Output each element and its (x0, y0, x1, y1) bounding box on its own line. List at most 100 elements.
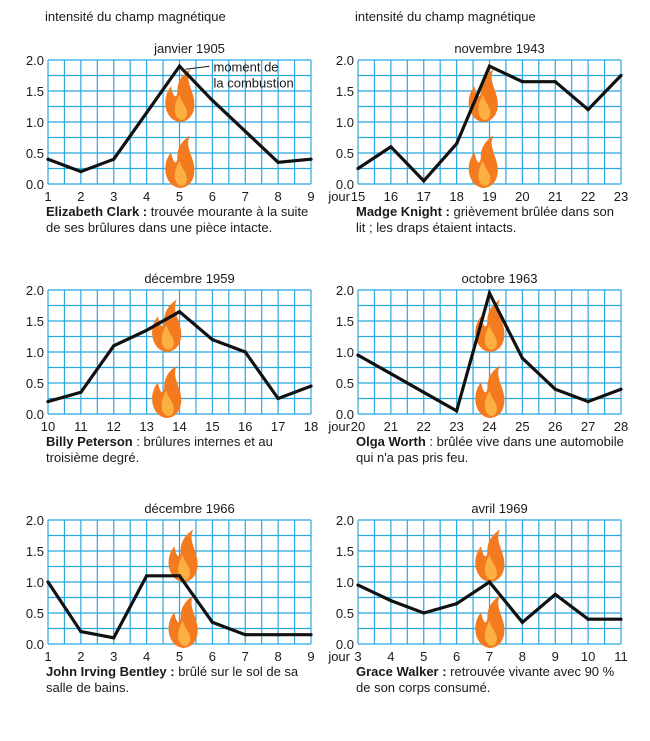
y-tick-label: 1.5 (26, 314, 44, 329)
x-tick-label: 8 (275, 649, 282, 664)
x-tick-label: 25 (515, 419, 529, 434)
victim-name: Billy Peterson (46, 434, 133, 449)
x-tick-label: 7 (242, 189, 249, 204)
x-tick-label: 6 (453, 649, 460, 664)
data-point (389, 372, 393, 376)
y-tick-label: 1.5 (336, 84, 354, 99)
data-point (46, 400, 50, 404)
grid (47, 519, 312, 645)
data-point (309, 384, 313, 388)
x-tick-label: 27 (581, 419, 595, 434)
data-point (210, 620, 214, 624)
chart-svg: octobre 1963 0.0 0.5 1.0 1.5 2.0 20 21 22 23 24 25 2… (327, 271, 628, 434)
caption-text: grièvement brûlée dans son lit ; les dra… (356, 204, 614, 235)
chart-panel: janvier 1905 0.0 0.5 1.0 1.5 2.0 1 2 3 4 5 6 7 8 9 mome… (0, 36, 325, 281)
x-tick-label: 23 (449, 419, 463, 434)
flame-icon (468, 135, 498, 188)
x-tick-label: 7 (242, 649, 249, 664)
caption-text: retrouvée vivante avec 90 % de son corps… (356, 664, 615, 695)
flame-icon (168, 529, 198, 582)
data-point (422, 611, 426, 615)
x-tick-label: 2 (77, 189, 84, 204)
caption: Olga Worth : brûlée vive dans une automo… (356, 434, 626, 466)
x-tick-label: 3 (354, 649, 361, 664)
x-tick-label: 18 (449, 189, 463, 204)
x-tick-label: 22 (581, 189, 595, 204)
x-tick-label: 8 (275, 189, 282, 204)
flame-icon (475, 595, 505, 648)
data-point (455, 409, 459, 413)
chart-panel: octobre 1963 0.0 0.5 1.0 1.5 2.0 20 21 22 23 24 25 2… (310, 266, 635, 511)
data-point (46, 157, 50, 161)
chart-title: octobre 1963 (462, 271, 538, 286)
y-tick-label: 2.0 (336, 513, 354, 528)
x-tick-label: 21 (384, 419, 398, 434)
right-column-ylabel: intensité du champ magnétique (355, 9, 536, 24)
data-point (520, 356, 524, 360)
y-tick-label: 0.5 (336, 146, 354, 161)
chart-panel: décembre 1959 0.0 0.5 1.0 1.5 2.0 10 11 12 13 14 15… (0, 266, 325, 511)
left-column-ylabel: intensité du champ magnétique (45, 9, 226, 24)
x-tick-label: 4 (387, 649, 394, 664)
data-point (112, 157, 116, 161)
flame-icon (165, 69, 195, 122)
data-point (46, 580, 50, 584)
data-point (79, 390, 83, 394)
data-point (455, 602, 459, 606)
chart-title: décembre 1966 (144, 501, 234, 516)
x-tick-label: 10 (41, 419, 55, 434)
data-point (145, 328, 149, 332)
chart-svg: janvier 1905 0.0 0.5 1.0 1.5 2.0 1 2 3 4 5 6 7 8 9 mome… (26, 41, 315, 204)
x-tick-label: 5 (176, 649, 183, 664)
y-tick-label: 2.0 (336, 283, 354, 298)
caption-text: trouvée mourante à la suite de ses brûlu… (46, 204, 309, 235)
caption: Elizabeth Clark : trouvée mourante à la … (46, 204, 316, 236)
x-tick-label: 26 (548, 419, 562, 434)
flame-icon (468, 69, 498, 122)
x-tick-label: 14 (172, 419, 186, 434)
x-tick-label: 18 (304, 419, 318, 434)
data-point (586, 617, 590, 621)
data-point (177, 310, 182, 314)
y-tick-label: 1.0 (26, 575, 44, 590)
svg-text:moment de: moment de (214, 59, 279, 74)
data-point (487, 64, 492, 68)
page-header: intensité du champ magnétique intensité … (0, 0, 650, 40)
x-tick-label: 2 (77, 649, 84, 664)
x-tick-label: 1 (44, 189, 51, 204)
x-tick-label: 5 (176, 189, 183, 204)
x-tick-label: 9 (552, 649, 559, 664)
y-tick-label: 2.0 (26, 283, 44, 298)
data-point (487, 580, 492, 584)
data-point (586, 400, 590, 404)
data-point (619, 617, 623, 621)
svg-text:la combustion: la combustion (214, 75, 294, 90)
data-point (422, 179, 426, 183)
x-axis-label: jour (327, 189, 350, 204)
caption-text: brûlé sur le sol de sa salle de bains. (46, 664, 299, 695)
x-tick-label: 22 (417, 419, 431, 434)
y-tick-label: 0.0 (336, 407, 354, 422)
data-point (389, 599, 393, 603)
x-tick-label: 16 (384, 189, 398, 204)
caption: Grace Walker : retrouvée vivante avec 90… (356, 664, 626, 696)
data-point (79, 630, 83, 634)
caption-text: : brûlée vive dans une automobile qui n'… (356, 434, 624, 465)
chart-svg: décembre 1959 0.0 0.5 1.0 1.5 2.0 10 11 12 13 14 15… (26, 271, 318, 434)
x-tick-label: 11 (74, 419, 88, 434)
data-point (112, 344, 116, 348)
y-tick-label: 1.0 (26, 345, 44, 360)
x-tick-label: 16 (238, 419, 252, 434)
y-tick-label: 0.0 (26, 637, 44, 652)
x-tick-label: 3 (110, 189, 117, 204)
flame-icon (168, 595, 198, 648)
flame-icon (152, 299, 182, 352)
x-tick-label: 4 (143, 649, 150, 664)
flame-icon (475, 529, 505, 582)
x-tick-label: 4 (143, 189, 150, 204)
x-tick-label: 17 (271, 419, 285, 434)
data-point (619, 73, 623, 78)
data-point (487, 291, 492, 295)
flame-icon (475, 299, 505, 352)
